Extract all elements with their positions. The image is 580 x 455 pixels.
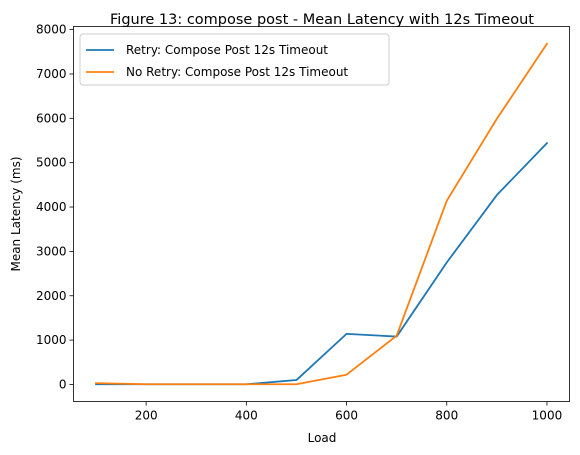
y-tick-label: 6000: [36, 111, 67, 125]
plot-area: [95, 42, 549, 386]
series-line-no-retry: [95, 42, 549, 386]
y-tick-label: 8000: [36, 23, 67, 37]
x-tick-label: 1000: [532, 409, 563, 423]
y-tick-label: 1000: [36, 333, 67, 347]
x-tick-label: 600: [335, 409, 358, 423]
x-tick-label: 200: [135, 409, 158, 423]
y-tick-label: 0: [59, 377, 67, 391]
chart-title: Figure 13: compose post - Mean Latency w…: [110, 12, 534, 28]
legend: Retry: Compose Post 12s Timeout No Retry…: [79, 33, 390, 86]
y-axis: 0 1000 2000 3000 4000 5000 6000 7000 8000: [36, 23, 74, 391]
x-axis: 200 400 600 800 1000: [135, 401, 563, 423]
y-tick-label: 3000: [36, 244, 67, 258]
y-tick-label: 5000: [36, 156, 67, 170]
x-tick-label: 800: [435, 409, 458, 423]
legend-label-no-retry: No Retry: Compose Post 12s Timeout: [126, 65, 348, 79]
x-axis-label: Load: [308, 431, 337, 445]
y-tick-label: 2000: [36, 289, 67, 303]
x-tick-label: 400: [235, 409, 258, 423]
plot-frame: [73, 26, 570, 402]
legend-box: [79, 33, 390, 86]
y-axis-label: Mean Latency (ms): [9, 156, 23, 271]
y-tick-label: 4000: [36, 200, 67, 214]
y-tick-label: 7000: [36, 67, 67, 81]
legend-label-retry: Retry: Compose Post 12s Timeout: [126, 43, 328, 57]
series-line-retry: [95, 141, 549, 386]
